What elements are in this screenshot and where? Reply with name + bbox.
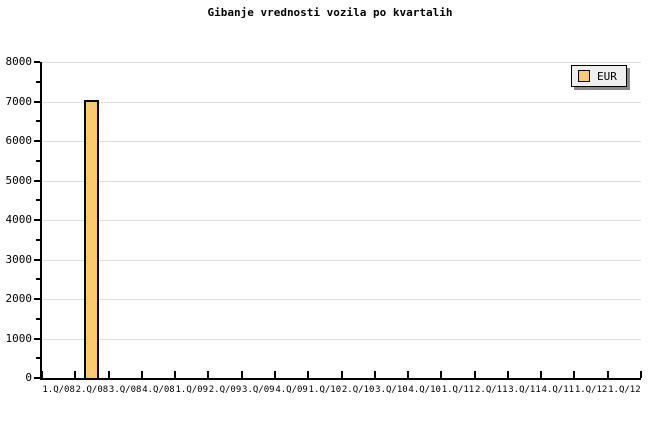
y-axis-label: 1000 [5, 331, 33, 345]
x-tick [74, 371, 77, 378]
gridline [42, 141, 641, 142]
chart-title: Gibanje vrednosti vozila po kvartalih [207, 6, 453, 19]
y-axis-label: 2000 [5, 292, 33, 305]
y-major-tick [34, 140, 40, 142]
x-axis-label: 1.Q/08 [42, 385, 75, 395]
y-minor-tick [36, 80, 40, 83]
x-axis-label: 1.Q/09 [175, 385, 209, 395]
x-axis-label: 4.Q/09 [275, 385, 308, 395]
legend: EUR [571, 65, 627, 87]
x-tick [440, 371, 443, 378]
x-axis-label: 1.Q/12 [574, 385, 608, 395]
y-axis-label: 3000 [5, 252, 33, 266]
x-tick [640, 371, 642, 378]
x-axis-label: 4.Q/10 [408, 385, 441, 395]
x-tick [506, 371, 509, 378]
x-axis-label: 3.Q/10 [375, 385, 408, 395]
x-axis-label: 4.Q/11 [541, 385, 575, 395]
x-tick [340, 371, 343, 378]
x-tick [573, 371, 576, 378]
y-minor-tick [36, 278, 40, 281]
x-axis-label: 1.Q/12 [608, 385, 641, 395]
gridline [42, 338, 641, 340]
x-tick [606, 371, 609, 378]
gridline [42, 299, 641, 300]
gridline [42, 259, 641, 261]
x-tick [140, 371, 143, 378]
y-minor-tick [36, 238, 40, 241]
y-axis-label: 6000 [5, 134, 33, 147]
y-major-tick [34, 61, 40, 63]
y-major-tick [34, 219, 40, 221]
x-axis-label: 1.Q/11 [441, 385, 475, 395]
x-tick [41, 371, 43, 378]
y-axis-label: 7000 [5, 94, 33, 108]
y-major-tick [34, 337, 40, 340]
x-axis-label: 4.Q/08 [142, 385, 175, 395]
x-tick [240, 371, 243, 378]
y-minor-tick [36, 159, 40, 162]
legend-label: EUR [597, 69, 617, 83]
y-major-tick [34, 179, 40, 182]
bar [84, 99, 100, 378]
y-axis-label: 5000 [5, 173, 33, 187]
x-tick [407, 371, 410, 378]
gridline [42, 101, 641, 103]
x-axis-label: 2.Q/10 [341, 385, 375, 395]
x-axis-line [40, 378, 641, 380]
y-axis-line [40, 62, 42, 380]
gridline [42, 220, 641, 221]
y-axis-label: 0 [25, 371, 32, 384]
x-axis-label: 1.Q/10 [308, 385, 342, 395]
x-axis-label: 3.Q/08 [108, 385, 142, 395]
x-axis-label: 2.Q/11 [474, 385, 508, 395]
y-major-tick [34, 258, 40, 261]
y-minor-tick [36, 199, 40, 202]
x-axis-label: 2.Q/09 [208, 385, 242, 395]
gridline [42, 62, 641, 63]
x-tick [174, 371, 177, 378]
y-minor-tick [36, 317, 40, 320]
x-tick [273, 371, 276, 378]
x-tick [207, 371, 210, 378]
x-axis-label: 3.Q/11 [508, 385, 541, 395]
y-minor-tick [36, 120, 40, 123]
y-major-tick [34, 377, 40, 379]
x-tick [373, 371, 376, 378]
legend-swatch-icon [578, 70, 590, 82]
y-major-tick [34, 298, 40, 300]
y-axis-label: 8000 [5, 55, 33, 68]
y-minor-tick [36, 357, 40, 360]
x-tick [473, 371, 476, 378]
y-major-tick [34, 100, 40, 103]
y-axis-label: 4000 [5, 213, 33, 226]
x-tick [540, 371, 543, 378]
x-axis-label: 3.Q/09 [242, 385, 275, 395]
x-tick [107, 371, 110, 378]
gridline [42, 180, 641, 182]
x-tick [307, 371, 310, 378]
x-axis-label: 2.Q/08 [75, 385, 109, 395]
